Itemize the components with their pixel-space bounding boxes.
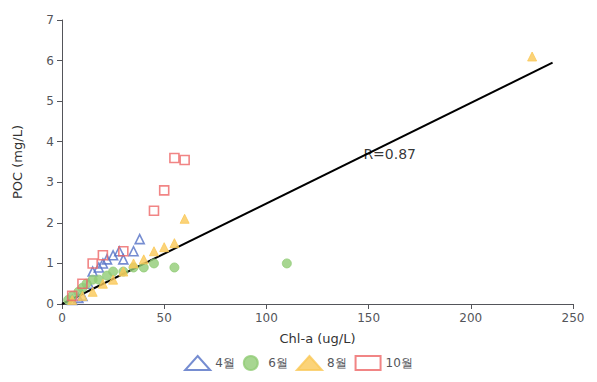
svg-text:8월: 8월 <box>327 356 347 370</box>
svg-text:6: 6 <box>46 54 54 68</box>
svg-text:0: 0 <box>58 311 66 325</box>
svg-text:Chl-a (ug/L): Chl-a (ug/L) <box>280 331 356 346</box>
svg-text:250: 250 <box>562 311 585 325</box>
svg-text:4월: 4월 <box>215 356 235 370</box>
svg-text:7: 7 <box>46 13 54 27</box>
svg-text:POC (mg/L): POC (mg/L) <box>10 125 25 199</box>
svg-text:100: 100 <box>255 311 278 325</box>
svg-text:1: 1 <box>46 256 54 270</box>
svg-text:R=0.87: R=0.87 <box>363 146 416 162</box>
svg-text:5: 5 <box>46 94 54 108</box>
svg-text:200: 200 <box>459 311 482 325</box>
svg-text:150: 150 <box>357 311 380 325</box>
svg-text:3: 3 <box>46 175 54 189</box>
svg-text:2: 2 <box>46 216 54 230</box>
svg-text:6월: 6월 <box>268 356 288 370</box>
svg-text:50: 50 <box>157 311 172 325</box>
svg-text:4: 4 <box>46 135 54 149</box>
svg-text:10월: 10월 <box>386 356 413 370</box>
svg-text:0: 0 <box>46 297 54 311</box>
